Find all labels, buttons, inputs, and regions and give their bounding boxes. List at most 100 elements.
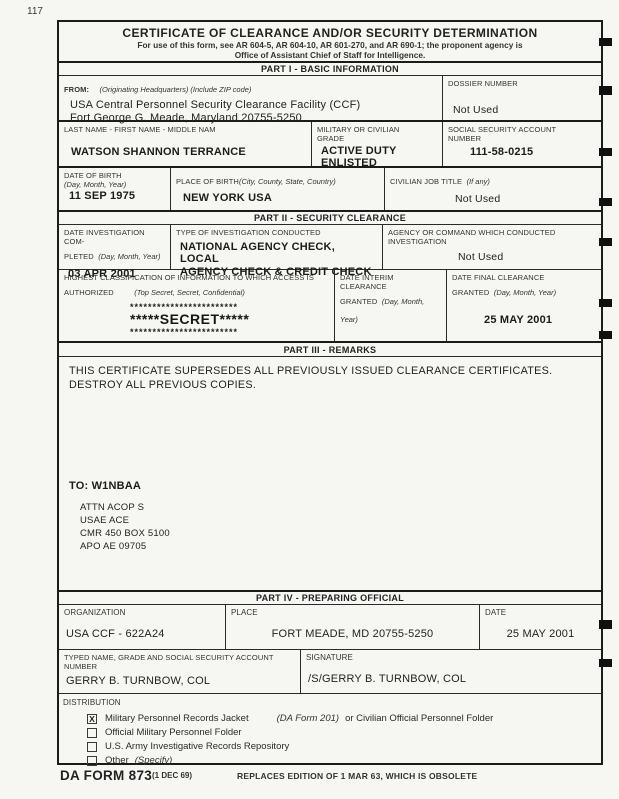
distribution-label: DISTRIBUTION [63, 698, 121, 707]
name-value: WATSON SHANNON TERRANCE [71, 146, 246, 158]
date-cell: DATE 25 MAY 2001 [480, 605, 601, 649]
organization-cell: ORGANIZATION USA CCF - 622A24 [59, 605, 226, 649]
scan-artifact [599, 38, 612, 46]
part2-banner: PART II - SECURITY CLEARANCE [59, 212, 601, 225]
grade-label-line2: GRADE [317, 134, 345, 143]
grade-cell: MILITARY OR CIVILIAN GRADE ACTIVE DUTY E… [312, 122, 443, 169]
scan-artifact [599, 299, 612, 307]
part4-banner: PART IV - PREPARING OFFICIAL [59, 592, 601, 605]
part2-row-investigation: DATE INVESTIGATION COM- PLETED (Day, Mon… [59, 225, 601, 280]
scan-artifact [599, 620, 612, 629]
job-title-label: CIVILIAN JOB TITLE [390, 177, 463, 186]
form-subtitle-line2: Office of Assistant Chief of Staff for I… [234, 50, 426, 60]
from-value-line2: Fort George G. Meade, Maryland 20755-525… [70, 112, 302, 124]
agency-cell: AGENCY OR COMMAND WHICH CONDUCTED INVEST… [383, 225, 601, 269]
distribution-item-text: Military Personnel Records Jacket [105, 713, 249, 724]
job-title-label-note: (If any) [466, 177, 490, 186]
pob-cell: PLACE OF BIRTH(City, County, State, Coun… [171, 168, 385, 210]
job-title-value: Not Used [455, 193, 501, 205]
distribution-item-text: Other [105, 755, 129, 766]
distribution-item-text: U.S. Army Investigative Records Reposito… [105, 741, 290, 752]
scan-artifact [599, 331, 612, 339]
part3-banner: PART III - REMARKS [59, 343, 601, 357]
remarks-line1: THIS CERTIFICATE SUPERSEDES ALL PREVIOUS… [69, 365, 553, 377]
distribution-item-text: Official Military Personnel Folder [105, 727, 242, 738]
dossier-value: Not Used [453, 104, 499, 116]
organization-value: USA CCF - 622A24 [66, 628, 165, 640]
from-label-note: (Originating Headquarters) (Include ZIP … [99, 85, 252, 94]
distribution-item: X Military Personnel Records Jacket (DA … [87, 713, 601, 725]
form-edition-date: (1 DEC 69) [152, 771, 193, 780]
part2-row-clearance: HIGHEST CLASSIFICATION OF INFORMATION TO… [59, 270, 601, 343]
checkbox-icon [87, 742, 97, 752]
remarks-line2: DESTROY ALL PREVIOUS COPIES. [69, 379, 257, 391]
replaces-note: REPLACES EDITION OF 1 MAR 63, WHICH IS O… [237, 771, 478, 781]
interim-clearance-cell: DATE INTERIM CLEARANCE GRANTED (Day, Mon… [335, 270, 447, 341]
grade-label-line1: MILITARY OR CIVILIAN [317, 125, 400, 134]
signature-label: SIGNATURE [306, 653, 353, 662]
ssn-cell: SOCIAL SECURITY ACCOUNT NUMBER 111-58-02… [443, 122, 601, 166]
page-number: 117 [27, 6, 43, 17]
distribution-section: DISTRIBUTION X Military Personnel Record… [59, 694, 601, 766]
from-cell: FROM: (Originating Headquarters) (Includ… [59, 76, 443, 124]
agency-label-line1: AGENCY OR COMMAND WHICH CONDUCTED [388, 228, 556, 237]
part4-row-signature: TYPED NAME, GRADE AND SOCIAL SECURITY AC… [59, 650, 601, 694]
pob-label-note: (City, County, State, Country) [238, 177, 336, 186]
distribution-item-note: (Specify) [134, 755, 173, 766]
investigation-date-value: 03 APR 2001 [68, 268, 136, 280]
organization-label: ORGANIZATION [64, 608, 126, 617]
dob-label-note: (Day, Month, Year) [64, 180, 127, 189]
checkbox-icon [87, 756, 97, 766]
ssn-label-line2: NUMBER [448, 134, 482, 143]
address-line: ATTN ACOP S [80, 502, 145, 513]
job-title-cell: CIVILIAN JOB TITLE (If any) Not Used [385, 168, 601, 210]
place-cell: PLACE FORT MEADE, MD 20755-5250 [226, 605, 480, 649]
dob-value: 11 SEP 1975 [69, 190, 136, 202]
to-line: TO: W1NBAA [69, 480, 142, 492]
typed-name-cell: TYPED NAME, GRADE AND SOCIAL SECURITY AC… [59, 650, 301, 693]
name-cell: LAST NAME - FIRST NAME - MIDDLE NAM WATS… [59, 122, 312, 166]
form-title: CERTIFICATE OF CLEARANCE AND/OR SECURITY… [122, 26, 538, 40]
part1-row-from: FROM: (Originating Headquarters) (Includ… [59, 76, 601, 124]
part1-row-birth: DATE OF BIRTH (Day, Month, Year) 11 SEP … [59, 168, 601, 212]
name-label: LAST NAME - FIRST NAME - MIDDLE NAM [64, 125, 216, 134]
typed-name-label: TYPED NAME, GRADE AND SOCIAL SECURITY AC… [64, 653, 274, 671]
place-label: PLACE [231, 608, 258, 617]
investigation-date-cell: DATE INVESTIGATION COM- PLETED (Day, Mon… [59, 225, 171, 280]
part1-banner: PART I - BASIC INFORMATION [59, 63, 601, 76]
investigation-type-label: TYPE OF INVESTIGATION CONDUCTED [176, 228, 321, 237]
investigation-type-value-line2: AGENCY CHECK & CREDIT CHECK [180, 266, 372, 278]
investigation-type-value-line1: NATIONAL AGENCY CHECK, LOCAL [180, 241, 335, 265]
form-number: DA FORM 873 [60, 768, 153, 783]
distribution-item-suffix: or Civilian Official Personnel Folder [345, 713, 494, 724]
address-line: USAE ACE [80, 515, 130, 526]
from-value-line1: USA Central Personnel Security Clearance… [70, 99, 361, 111]
form-subtitle-line1: For use of this form, see AR 604-5, AR 6… [137, 40, 523, 50]
part1-row-name: LAST NAME - FIRST NAME - MIDDLE NAM WATS… [59, 122, 601, 169]
scan-artifact [599, 148, 612, 156]
dob-label: DATE OF BIRTH [64, 171, 122, 180]
interim-label-note: (Day, Month, Year) [340, 297, 425, 324]
interim-label-line1: DATE INTERIM CLEARANCE [340, 273, 394, 291]
part4-row-org: ORGANIZATION USA CCF - 622A24 PLACE FORT… [59, 605, 601, 650]
final-clearance-cell: DATE FINAL CLEARANCE GRANTED (Day, Month… [447, 270, 601, 341]
investigation-type-cell: TYPE OF INVESTIGATION CONDUCTED NATIONAL… [171, 225, 383, 278]
checkbox-icon [87, 728, 97, 738]
dossier-cell: DOSSIER NUMBER Not Used [443, 76, 601, 120]
checkbox-checked-icon: X [87, 714, 97, 724]
classification-label-line2: AUTHORIZED [64, 288, 114, 297]
signature-cell: SIGNATURE /S/GERRY B. TURNBOW, COL [301, 650, 601, 693]
distribution-item: Other (Specify) [87, 755, 601, 767]
agency-value: Not Used [458, 251, 504, 263]
date-value: 25 MAY 2001 [506, 628, 575, 640]
form-title-block: CERTIFICATE OF CLEARANCE AND/OR SECURITY… [59, 22, 601, 63]
typed-name-value: GERRY B. TURNBOW, COL [66, 675, 211, 687]
final-label-line1: DATE FINAL CLEARANCE [452, 273, 545, 282]
classification-cell: HIGHEST CLASSIFICATION OF INFORMATION TO… [59, 270, 335, 341]
ssn-value: 111-58-0215 [470, 146, 534, 158]
interim-label-line2: GRANTED [340, 297, 378, 306]
classification-label-line1: HIGHEST CLASSIFICATION OF INFORMATION TO… [64, 273, 314, 282]
classification-stars-bottom: ************************ [130, 327, 239, 337]
scan-artifact [599, 198, 612, 206]
investigation-date-label-line2: PLETED [64, 252, 94, 261]
